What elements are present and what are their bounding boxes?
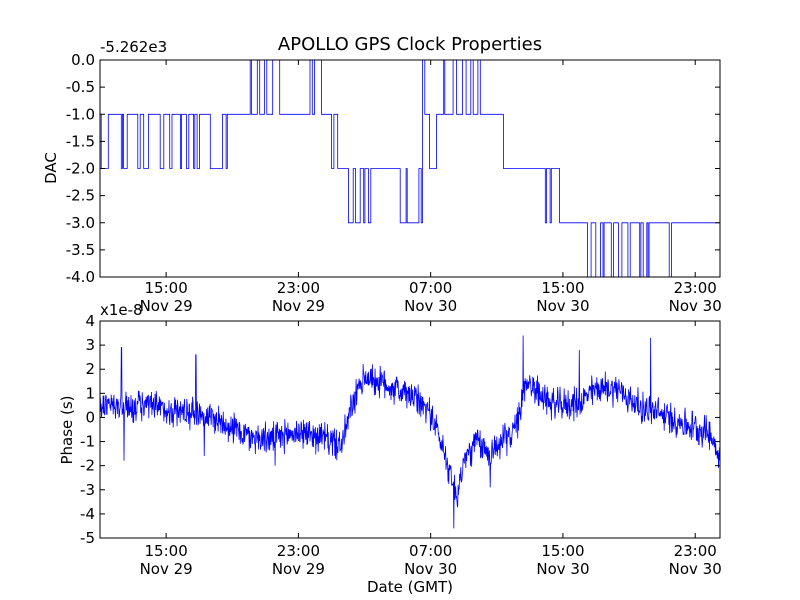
dac-x-tick-time: 07:00 <box>409 279 452 297</box>
phase-x-tick-date: Nov 30 <box>404 560 457 578</box>
dac-x-tick-time: 23:00 <box>277 279 320 297</box>
dac-y-tick-label: -1.5 <box>66 132 95 150</box>
phase-x-tick-time: 07:00 <box>409 542 452 560</box>
phase-y-tick-label: -4 <box>80 505 95 523</box>
dac-x-tick-time: 15:00 <box>145 279 188 297</box>
dac-x-tick-date: Nov 30 <box>536 297 589 315</box>
dac-series-line <box>100 59 720 278</box>
dac-panel: APOLLO GPS Clock Properties -5.262e3 DAC… <box>42 34 722 315</box>
phase-x-axis-label: Date (GMT) <box>367 578 453 596</box>
phase-y-tick-label: -3 <box>80 481 95 499</box>
dac-x-tick-time: 23:00 <box>674 279 717 297</box>
phase-x-tick-date: Nov 29 <box>272 560 325 578</box>
phase-y-tick-label: -2 <box>80 457 95 475</box>
chart-title: APOLLO GPS Clock Properties <box>278 34 542 55</box>
dac-y-tick-label: 0.0 <box>71 51 95 69</box>
phase-x-tick-time: 23:00 <box>277 542 320 560</box>
dac-x-tick-date: Nov 29 <box>140 297 193 315</box>
phase-y-tick-label: 2 <box>85 360 95 378</box>
dac-offset-text: -5.262e3 <box>100 38 167 56</box>
dac-y-tick-label: -3.0 <box>66 214 95 232</box>
dac-y-tick-label: -2.0 <box>66 160 95 178</box>
phase-x-tick-date: Nov 30 <box>536 560 589 578</box>
phase-x-tick-time: 15:00 <box>145 542 188 560</box>
phase-x-tick-time: 23:00 <box>674 542 717 560</box>
dac-y-tick-label: -1.0 <box>66 105 95 123</box>
dac-x-tick-time: 15:00 <box>541 279 584 297</box>
dac-y-tick-label: -2.5 <box>66 187 95 205</box>
phase-panel: x1e-8 Phase (s) Date (GMT) 4 3 2 1 0 -1 -2 -3 -4… <box>58 301 722 596</box>
phase-y-tick-label: 3 <box>85 336 95 354</box>
dac-y-tick-label: -4.0 <box>66 268 95 286</box>
phase-x-tick-date: Nov 29 <box>140 560 193 578</box>
dac-y-tick-label: -3.5 <box>66 241 95 259</box>
phase-series-line <box>99 335 721 529</box>
phase-x-tick-time: 15:00 <box>541 542 584 560</box>
phase-y-tick-label: -5 <box>80 529 95 547</box>
dac-y-tick-label: -0.5 <box>66 78 95 96</box>
dac-y-axis-label: DAC <box>42 152 60 184</box>
phase-y-tick-label: 0 <box>85 408 95 426</box>
phase-y-axis-label: Phase (s) <box>58 395 76 464</box>
phase-y-tick-label: 1 <box>85 384 95 402</box>
phase-y-tick-label: -1 <box>80 433 95 451</box>
dac-x-tick-date: Nov 29 <box>272 297 325 315</box>
dac-x-tick-date: Nov 30 <box>669 297 722 315</box>
phase-x-tick-date: Nov 30 <box>669 560 722 578</box>
phase-offset-text: x1e-8 <box>100 301 143 319</box>
phase-y-tick-label: 4 <box>85 312 95 330</box>
phase-plot-frame <box>99 320 721 539</box>
dac-plot-frame <box>99 59 721 278</box>
dac-x-tick-date: Nov 30 <box>404 297 457 315</box>
